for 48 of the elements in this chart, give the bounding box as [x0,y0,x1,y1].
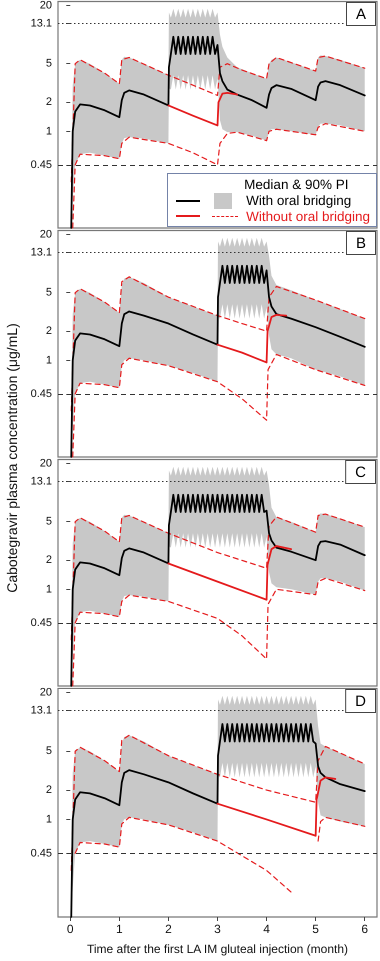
y-tick-label: 2 [46,554,52,566]
line-series [168,545,292,601]
x-tick-label: 0 [66,922,74,936]
line-series [70,513,366,640]
y-tick-label: 1 [46,125,52,138]
legend-title: Median & 90% PI [243,177,350,192]
legend-label: Without oral bridging [246,208,370,224]
y-tick-label: 5 [46,745,52,758]
x-tick-label: 2 [165,922,172,936]
y-tick-label: 13.1 [30,475,52,488]
y-tick-label: 13.1 [30,17,52,30]
x-axis-title: Time after the first LA IM gluteal injection (month) [87,942,348,956]
annotation: B [356,235,366,252]
y-tick-label: 1 [46,813,52,826]
line-series [70,734,366,872]
y-tick-label: 20 [40,686,52,698]
y-tick-label: 0.45 [30,158,52,171]
y-tick-label: 0.45 [30,847,52,860]
x-tick-label: 1 [116,922,123,936]
line-series [72,578,366,687]
text: With oral bridging [246,192,352,208]
y-tick-label: 5 [46,58,52,70]
y-tick-label: 5 [46,516,52,528]
y-tick-label: 13.1 [30,704,52,716]
y-tick-label: 1 [46,583,52,596]
x-tick-label: 5 [312,922,320,936]
y-tick-label: 2 [46,325,52,338]
x-tick-label: 4 [263,922,270,936]
y-tick-label: 20 [40,228,52,240]
x-tick-label: 6 [361,922,368,936]
y-tick-label: 13.1 [30,246,52,258]
y-axis-title: Cabotegravir plasma concentration (μg/mL) [4,323,20,593]
y-tick-label: 5 [46,286,52,299]
y-tick-label: 2 [46,96,52,108]
y-tick-label: 0.45 [30,616,52,629]
line-series [168,92,238,126]
y-tick-label: 1 [46,354,52,366]
y-tick-label: 2 [46,784,52,796]
annotation: D [355,693,366,710]
line-series [216,314,288,364]
line-series [70,276,366,412]
y-tick-label: 20 [40,458,52,470]
line-series [72,354,366,458]
annotation: A [356,6,366,23]
x-tick-label: 3 [214,922,222,936]
y-tick-label: 20 [40,0,52,12]
y-tick-label: 0.45 [30,388,52,400]
annotation: C [355,464,366,481]
